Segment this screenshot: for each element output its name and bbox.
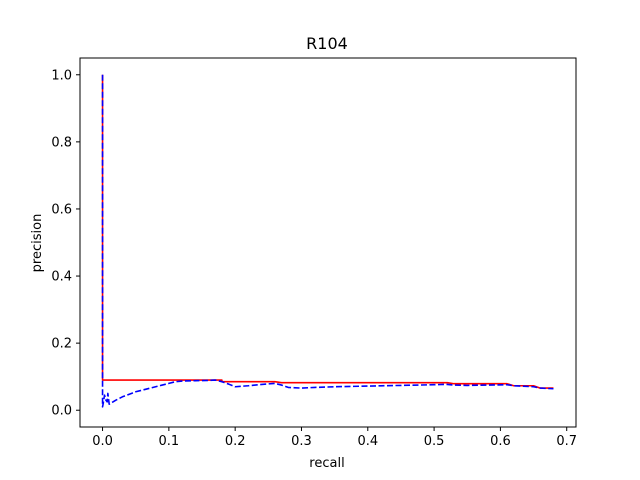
y-tick-label: 0.0 bbox=[51, 404, 72, 419]
x-axis: 0.0 0.1 0.2 0.3 0.4 0.5 0.6 0.7 bbox=[92, 427, 577, 449]
series-line-2 bbox=[101, 74, 554, 408]
series-line-1 bbox=[101, 74, 554, 389]
y-tick-label: 0.4 bbox=[51, 270, 72, 285]
series-layer bbox=[101, 74, 554, 408]
x-tick-label: 0.5 bbox=[424, 434, 445, 449]
x-tick-label: 0.4 bbox=[357, 434, 378, 449]
y-axis-label: precision bbox=[30, 214, 45, 273]
y-tick-label: 0.6 bbox=[51, 202, 72, 217]
y-tick-label: 0.8 bbox=[51, 135, 72, 150]
x-tick-label: 0.3 bbox=[291, 434, 312, 449]
x-tick-label: 0.1 bbox=[159, 434, 180, 449]
x-tick-label: 0.0 bbox=[92, 434, 113, 449]
x-tick-label: 0.6 bbox=[490, 434, 511, 449]
x-tick-label: 0.2 bbox=[225, 434, 246, 449]
x-tick-label: 0.7 bbox=[556, 434, 577, 449]
y-tick-label: 0.2 bbox=[51, 337, 72, 352]
plot-frame bbox=[79, 57, 577, 428]
y-axis: 0.0 0.2 0.4 0.6 0.8 1.0 bbox=[51, 68, 80, 419]
chart-title: R104 bbox=[306, 34, 348, 53]
y-tick-label: 1.0 bbox=[51, 68, 72, 83]
x-axis-label: recall bbox=[309, 456, 344, 471]
